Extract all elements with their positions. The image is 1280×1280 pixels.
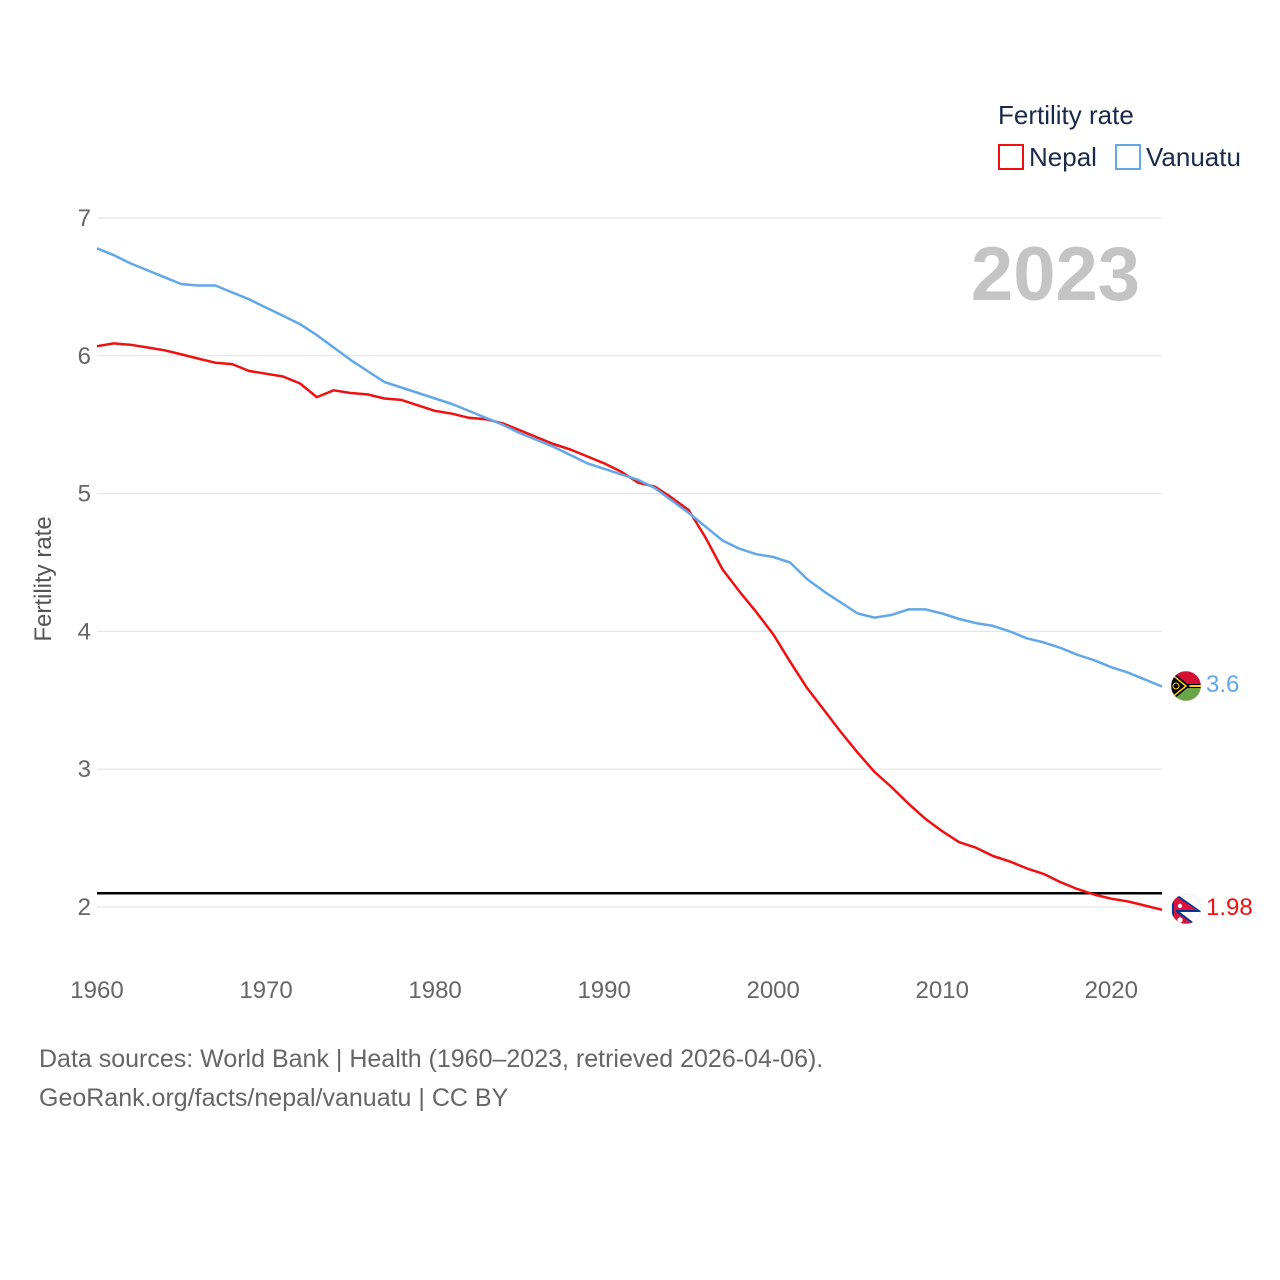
nepal-flag-icon: [1171, 894, 1201, 924]
x-axis-ticks: 1960 1970 1980 1990 2000 2010 2020: [70, 977, 1138, 1004]
end-label-nepal: 1.98: [1206, 894, 1253, 921]
grid: [97, 217, 1162, 908]
vanuatu-flag-icon: [1171, 671, 1201, 701]
legend-swatch-vanuatu: [1115, 144, 1141, 170]
end-label-vanuatu: 3.6: [1206, 671, 1239, 698]
x-tick-label: 2020: [1085, 977, 1138, 1004]
series-line-vanuatu: [96, 247, 1163, 688]
x-tick-label: 2000: [746, 977, 799, 1004]
year-label: 2023: [971, 232, 1140, 317]
x-tick-label: 1960: [70, 977, 123, 1004]
legend-swatch-nepal: [998, 144, 1024, 170]
x-tick-label: 2010: [916, 977, 969, 1004]
chart: 2 3 4 5 6 7 1960 1970 1980 1990 2000 2010 2020 Fert…: [30, 100, 1253, 1004]
y-axis-label: Fertility rate: [30, 516, 57, 641]
legend: Fertility rate Nepal Vanuatu: [998, 100, 1241, 172]
y-axis-ticks: 2 3 4 5 6 7: [78, 205, 91, 921]
y-tick-label: 7: [78, 205, 91, 232]
series-line-nepal: [96, 342, 1163, 912]
series-group: [96, 247, 1163, 912]
x-tick-label: 1990: [577, 977, 630, 1004]
source-line-1: Data sources: World Bank | Health (1960–…: [39, 1045, 824, 1073]
source-line-2: GeoRank.org/facts/nepal/vanuatu | CC BY: [39, 1084, 509, 1112]
y-tick-label: 3: [78, 756, 91, 783]
y-tick-label: 2: [78, 894, 91, 921]
x-tick-label: 1980: [408, 977, 461, 1004]
legend-title: Fertility rate: [998, 100, 1134, 130]
legend-label-vanuatu: Vanuatu: [1146, 142, 1241, 172]
x-tick-label: 1970: [239, 977, 292, 1004]
y-tick-label: 4: [78, 618, 91, 645]
y-tick-label: 5: [78, 481, 91, 508]
y-tick-label: 6: [78, 343, 91, 370]
legend-label-nepal: Nepal: [1029, 142, 1097, 172]
